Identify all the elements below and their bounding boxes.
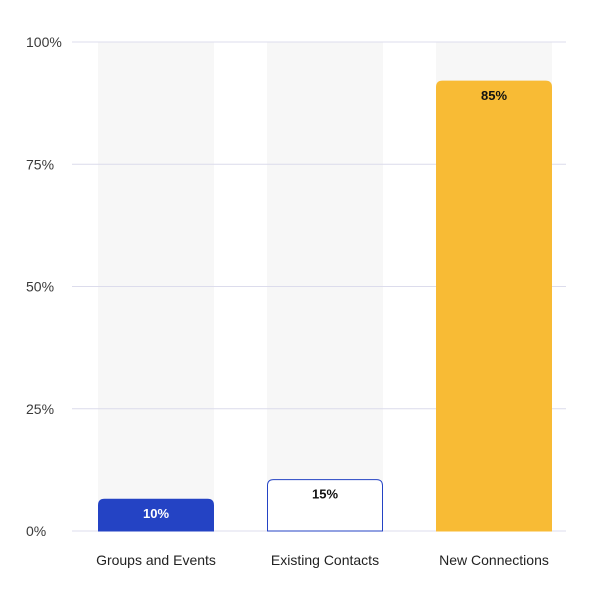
- y-tick-label: 75%: [26, 156, 54, 172]
- data-label-0: 10%: [143, 506, 169, 521]
- y-tick-label: 25%: [26, 401, 54, 417]
- y-tick-label: 100%: [26, 34, 62, 50]
- category-label-1: Existing Contacts: [271, 552, 379, 568]
- bars: [98, 80, 552, 532]
- data-labels: 10% 15% 85%: [143, 88, 507, 521]
- y-tick-label: 0%: [26, 523, 46, 539]
- bar-2: [436, 80, 552, 532]
- data-label-2: 85%: [481, 88, 507, 103]
- category-labels: Groups and Events Existing Contacts New Co…: [96, 552, 549, 568]
- y-tick-label: 50%: [26, 279, 54, 295]
- category-label-2: New Connections: [439, 552, 549, 568]
- category-label-0: Groups and Events: [96, 552, 216, 568]
- bar-0: [98, 498, 214, 532]
- y-axis-tick-labels: 0% 25% 50% 75% 100%: [26, 34, 62, 539]
- bar-1: [267, 479, 383, 532]
- data-label-1: 15%: [312, 487, 338, 502]
